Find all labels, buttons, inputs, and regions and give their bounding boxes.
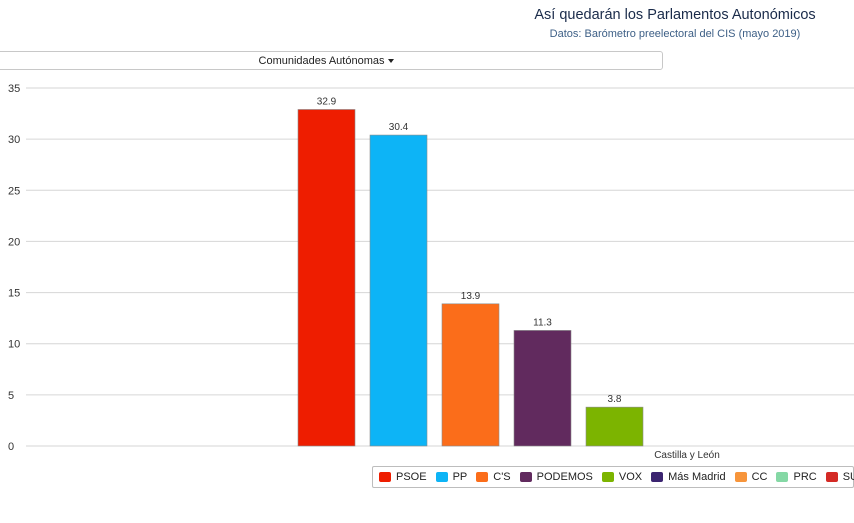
legend-item-suma[interactable]: SUMA [825, 471, 854, 483]
legend-label: PP [452, 471, 468, 483]
legend-swatch [519, 472, 532, 482]
chart-legend: PSOE PP C'S PODEMOS VOX Más Madrid CC PRC SUMA [372, 466, 854, 488]
y-tick-label: 35 [8, 83, 20, 95]
y-tick-label: 15 [8, 288, 20, 300]
legend-swatch [435, 472, 448, 482]
data-label: 30.4 [389, 122, 409, 133]
legend-swatch [379, 472, 391, 482]
legend-item-cc[interactable]: CC [734, 471, 768, 483]
legend-item-vox[interactable]: VOX [601, 471, 643, 483]
legend-swatch [476, 472, 489, 482]
data-label: 11.3 [533, 317, 552, 328]
bar-pp [369, 134, 428, 447]
chart-subtitle: Datos: Barómetro preelectoral del CIS (m… [549, 28, 801, 40]
bar-c-s [441, 303, 500, 447]
y-tick-label: 25 [8, 185, 20, 197]
caret-down-icon [388, 58, 395, 63]
region-selector-dropdown[interactable]: Comunidades Autónomas [0, 51, 663, 70]
legend-item-prc[interactable]: PRC [776, 471, 817, 483]
legend-label: PSOE [396, 471, 427, 483]
y-tick-label: 30 [8, 134, 20, 146]
legend-item-c-s[interactable]: C'S [476, 471, 511, 483]
data-label: 3.8 [608, 394, 622, 405]
legend-label: SUMA [842, 471, 854, 483]
legend-swatch [651, 472, 664, 482]
chart-title: Así quedarán los Parlamentos Autonómicos [534, 7, 816, 23]
data-label: 13.9 [461, 291, 481, 302]
legend-item-podemos[interactable]: PODEMOS [519, 471, 593, 483]
x-category-label: Castilla y León [654, 450, 720, 461]
data-label: 32.9 [317, 96, 337, 107]
region-selector-label: Comunidades Autónomas [258, 54, 385, 67]
legend-item-pp[interactable]: PP [435, 471, 468, 483]
legend-label: PRC [793, 471, 817, 483]
y-tick-label: 5 [8, 390, 14, 402]
legend-swatch [825, 472, 838, 482]
y-tick-label: 10 [8, 339, 20, 351]
legend-label: PODEMOS [536, 471, 593, 483]
y-tick-label: 0 [8, 441, 14, 453]
legend-swatch [776, 472, 789, 482]
bar-vox [585, 406, 644, 447]
legend-swatch [601, 472, 614, 482]
legend-label: VOX [618, 471, 643, 483]
legend-label: Más Madrid [668, 471, 726, 483]
y-tick-label: 20 [8, 236, 20, 248]
legend-item-psoe[interactable]: PSOE [379, 471, 427, 483]
bar-psoe [297, 109, 356, 447]
legend-swatch [734, 472, 747, 482]
legend-label: CC [751, 471, 768, 483]
bar-podemos [513, 330, 572, 447]
legend-label: C'S [493, 471, 511, 483]
legend-item-m-s-madrid[interactable]: Más Madrid [651, 471, 726, 483]
